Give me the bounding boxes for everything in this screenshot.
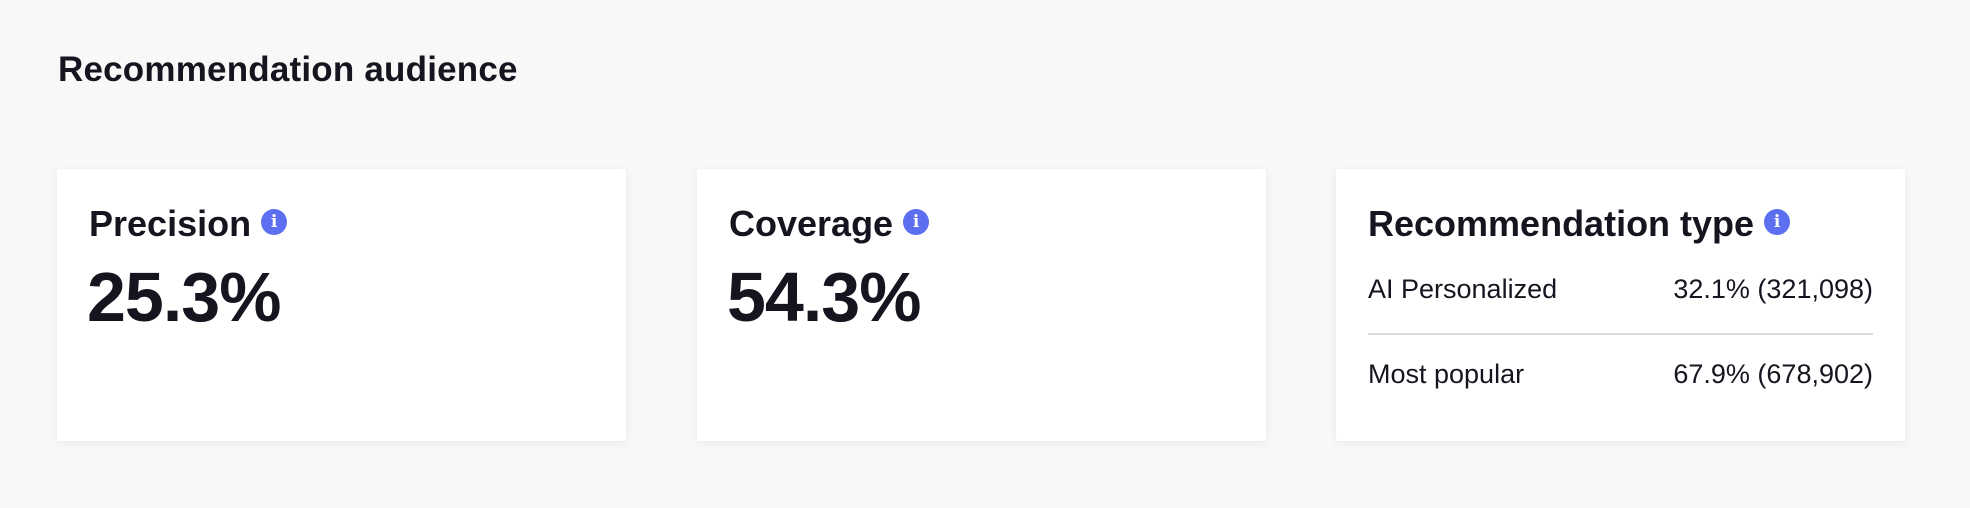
info-icon[interactable]: i (903, 209, 930, 235)
type-row-label: Most popular (1368, 359, 1525, 389)
precision-card: Precision i 25.3% (57, 169, 626, 441)
precision-value: 25.3% (87, 258, 281, 336)
info-icon[interactable]: i (261, 209, 288, 235)
info-icon[interactable]: i (1764, 209, 1791, 235)
precision-title: Precision (89, 203, 252, 244)
coverage-title: Coverage (729, 203, 894, 244)
recommendation-type-card: Recommendation type i AI Personalized 32… (1336, 169, 1905, 441)
coverage-header: Coverage i (729, 203, 930, 245)
section-title: Recommendation audience (58, 50, 518, 89)
type-row-value: 67.9% (678,902) (1673, 359, 1873, 389)
type-row-most-popular: Most popular 67.9% (678,902) (1368, 359, 1873, 390)
type-row-value: 32.1% (321,098) (1673, 274, 1873, 304)
coverage-value: 54.3% (727, 258, 921, 336)
coverage-card: Coverage i 54.3% (697, 169, 1266, 441)
type-row-ai-personalized: AI Personalized 32.1% (321,098) (1368, 274, 1873, 305)
type-divider (1368, 333, 1873, 335)
type-row-label: AI Personalized (1368, 274, 1558, 304)
recommendation-type-title: Recommendation type (1368, 203, 1755, 244)
precision-header: Precision i (89, 203, 288, 245)
recommendation-type-header: Recommendation type i (1368, 203, 1791, 245)
